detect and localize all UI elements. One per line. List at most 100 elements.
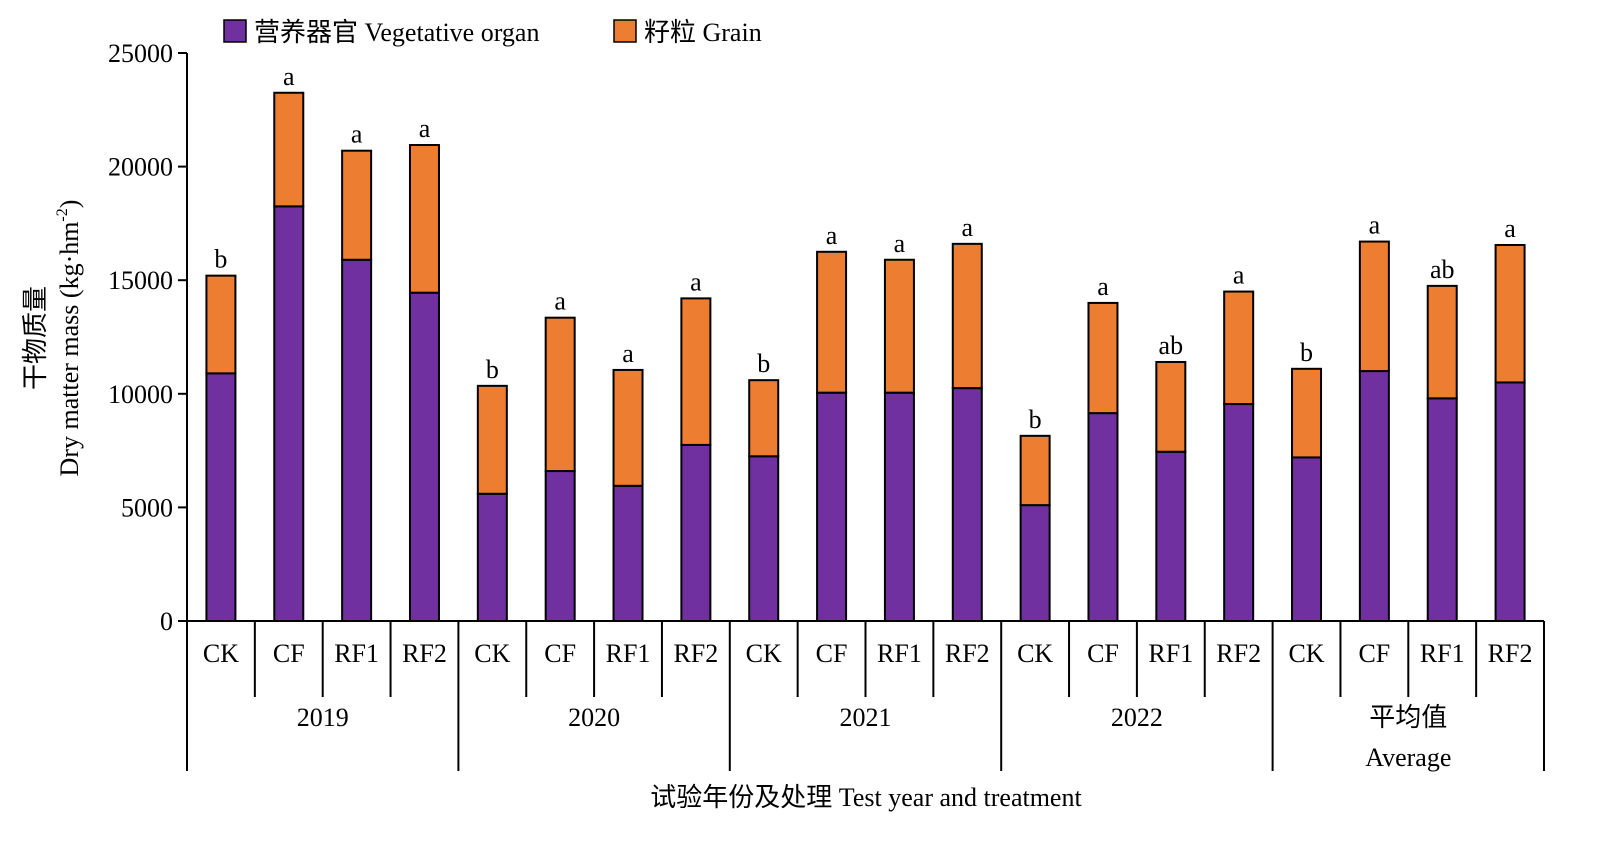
bar-segment-grain [951, 242, 983, 390]
y-axis-title-en-main: Dry matter mass (kg·hm [55, 222, 84, 477]
significance-label: a [690, 267, 702, 296]
group-label: 2019 [297, 703, 349, 732]
significance-label: a [962, 213, 974, 242]
significance-label: a [622, 339, 634, 368]
significance-label: a [1369, 211, 1381, 240]
category-label: CF [1358, 639, 1390, 668]
bar-segment-vegetative [951, 387, 983, 622]
bar-segment-vegetative [1087, 412, 1119, 622]
bar-segment-grain [816, 250, 848, 394]
category-label: CK [1017, 639, 1053, 668]
category-label: CF [544, 639, 576, 668]
bar-segment-vegetative [476, 492, 508, 623]
legend-swatch-vegetative [223, 19, 247, 43]
bar-segment-grain [1019, 434, 1051, 507]
legend-swatch-grain [613, 19, 637, 43]
significance-label: a [283, 62, 295, 91]
bar-segment-grain [1291, 367, 1323, 459]
bar-segment-grain [476, 384, 508, 495]
bar-segment-vegetative [680, 443, 712, 623]
bar-segment-grain [883, 258, 915, 394]
group-label: 2021 [840, 703, 892, 732]
x-axis: CK CF RF1 RF2 CK CF RF1 RF2 CK CF RF1 RF2 CK CF RF1 RF2… [186, 620, 1545, 772]
significance-label: a [1233, 261, 1245, 290]
bar-segment-grain [680, 297, 712, 446]
bar-segment-vegetative [816, 391, 848, 622]
x-axis-title: 试验年份及处理 Test year and treatment [650, 783, 1082, 812]
category-label: RF2 [945, 639, 990, 668]
category-label: CF [816, 639, 848, 668]
bar-segment-grain [1087, 301, 1119, 415]
category-label: CF [1087, 639, 1119, 668]
significance-label: ab [1430, 255, 1455, 284]
bar-segment-vegetative [544, 470, 576, 622]
bar-segment-vegetative [1358, 370, 1390, 622]
legend: 营养器官 Vegetative organ 籽粒 Grain [223, 18, 762, 47]
category-label: RF2 [1488, 639, 1533, 668]
bar-segment-grain [408, 144, 440, 294]
y-tick-label: 15000 [108, 266, 173, 295]
bar-segment-grain [1494, 243, 1526, 384]
category-label: RF1 [1148, 639, 1193, 668]
y-axis-title-cn: 干物质量 [21, 286, 50, 390]
category-label: CK [746, 639, 782, 668]
bar-segment-vegetative [1223, 403, 1255, 622]
group-label: 2020 [568, 703, 620, 732]
y-axis-title: 干物质量 Dry matter mass (kg·hm-2) [21, 200, 84, 477]
bar-segment-vegetative [273, 205, 305, 623]
bar-segment-grain [612, 368, 644, 487]
bar-segment-grain [205, 274, 237, 375]
category-label: CK [203, 639, 239, 668]
y-axis: 0 5000 10000 15000 20000 25000 [108, 39, 188, 636]
bar-segment-vegetative [883, 391, 915, 622]
group-label: 平均值 [1369, 703, 1447, 732]
bar-segment-grain [1223, 290, 1255, 406]
significance-label: a [351, 120, 363, 149]
bar-segment-grain [273, 91, 305, 208]
y-axis-title-en: Dry matter mass (kg·hm-2) [54, 200, 84, 477]
significance-label: a [894, 229, 906, 258]
bar-segment-vegetative [1494, 381, 1526, 622]
y-tick-label: 0 [160, 607, 173, 636]
category-label: RF2 [402, 639, 447, 668]
y-tick-label: 25000 [108, 39, 173, 68]
bar-segment-grain [544, 316, 576, 473]
bar-segment-grain [1155, 360, 1187, 453]
bar-segment-vegetative [1291, 456, 1323, 622]
bar-segment-grain [1358, 240, 1390, 373]
legend-label-vegetative: 营养器官 Vegetative organ [254, 18, 539, 47]
bar-segment-grain [748, 379, 780, 458]
bar-segment-vegetative [612, 484, 644, 623]
group-label-secondary: Average [1365, 743, 1451, 772]
y-axis-title-superscript: -2 [54, 208, 71, 221]
bar-segment-vegetative [205, 372, 237, 622]
category-label: RF2 [673, 639, 718, 668]
category-label: RF1 [334, 639, 379, 668]
y-tick-label: 20000 [108, 153, 173, 182]
significance-label: a [554, 287, 566, 316]
legend-label-grain: 籽粒 Grain [644, 18, 762, 47]
category-label: RF2 [1216, 639, 1261, 668]
category-label: CK [1288, 639, 1324, 668]
bar-segment-vegetative [748, 455, 780, 622]
significance-label: ab [1159, 331, 1184, 360]
category-label: RF1 [1420, 639, 1465, 668]
bar-segment-vegetative [408, 291, 440, 622]
significance-label: b [1029, 405, 1042, 434]
y-axis-title-close: ) [55, 200, 84, 209]
bar-segment-grain [341, 149, 373, 261]
bar-segment-grain [1426, 284, 1458, 400]
bar-segment-vegetative [1155, 450, 1187, 622]
significance-label: a [1097, 272, 1109, 301]
bar-segment-vegetative [1426, 397, 1458, 622]
significance-label: b [757, 349, 770, 378]
significance-label: a [826, 221, 838, 250]
significance-label: b [214, 245, 227, 274]
y-tick-label: 5000 [121, 493, 173, 522]
category-label: RF1 [877, 639, 922, 668]
bar-segment-vegetative [1019, 504, 1051, 622]
category-label: CF [273, 639, 305, 668]
category-label: RF1 [606, 639, 651, 668]
significance-label: b [1300, 338, 1313, 367]
